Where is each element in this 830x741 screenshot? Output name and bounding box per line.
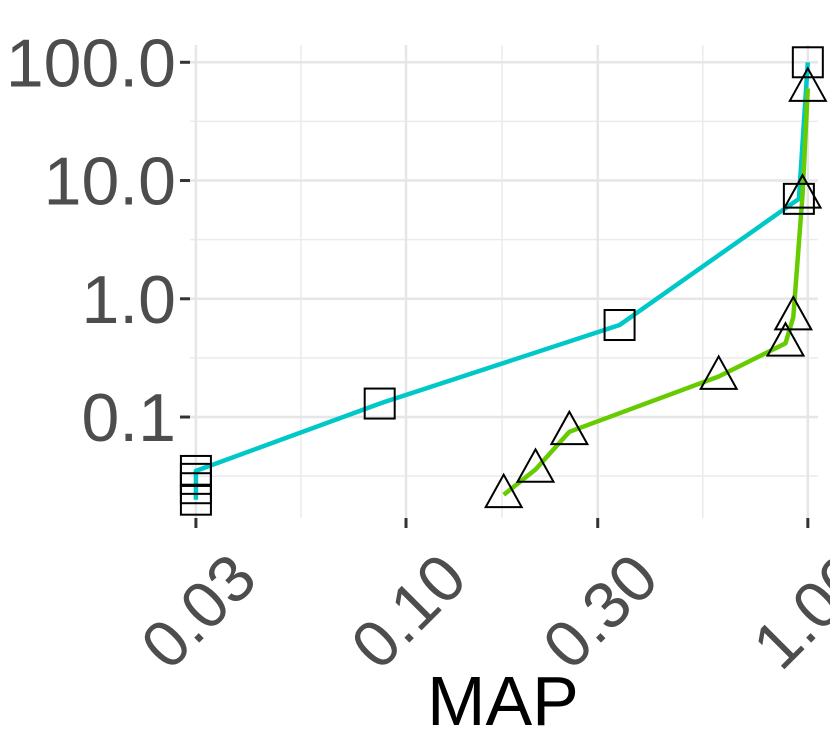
triangle-marker xyxy=(782,173,823,209)
square-marker xyxy=(179,454,212,487)
x-axis-title: MAP xyxy=(427,662,579,740)
triangle-marker xyxy=(549,409,590,446)
y-tick-label: 10.0 xyxy=(44,144,176,220)
square-marker xyxy=(782,182,815,215)
triangle-marker xyxy=(698,354,739,390)
marker-layer xyxy=(179,46,828,516)
y-tick-label: 0.1 xyxy=(81,380,176,456)
triangle-marker xyxy=(515,447,556,483)
minor-gridlines xyxy=(190,45,818,518)
y-tick-label: 1.0 xyxy=(81,262,176,338)
series-line xyxy=(502,88,811,497)
square-marker xyxy=(791,46,824,79)
y-tick-label: 100.0 xyxy=(6,25,176,101)
major-gridlines xyxy=(190,45,818,518)
triangle-marker xyxy=(765,321,806,357)
triangle-marker xyxy=(788,66,828,102)
triangle-marker xyxy=(773,294,813,331)
triangle-marker xyxy=(483,472,524,509)
square-marker xyxy=(363,387,396,420)
square-marker xyxy=(603,309,636,342)
